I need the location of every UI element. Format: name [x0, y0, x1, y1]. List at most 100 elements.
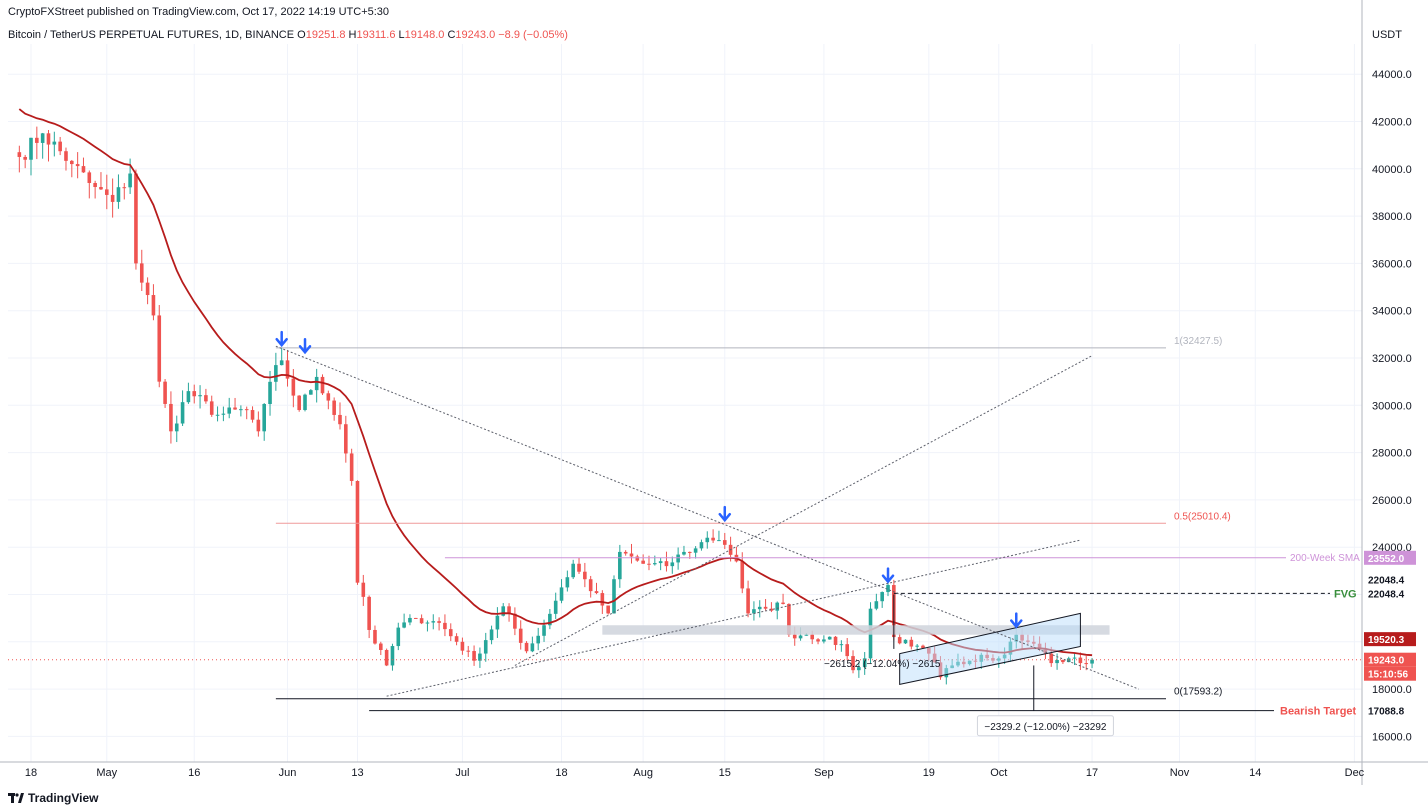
- candle-body[interactable]: [588, 579, 593, 592]
- candle-body[interactable]: [303, 394, 307, 411]
- candle-body[interactable]: [769, 608, 774, 611]
- candle-body[interactable]: [215, 414, 220, 416]
- candle-body[interactable]: [699, 542, 704, 549]
- candle-body[interactable]: [157, 315, 162, 382]
- candle-body[interactable]: [460, 641, 465, 651]
- candle-body[interactable]: [594, 591, 599, 594]
- candle-body[interactable]: [233, 407, 237, 410]
- candle-body[interactable]: [845, 644, 849, 657]
- candle-body[interactable]: [647, 563, 651, 565]
- candle-body[interactable]: [658, 561, 663, 564]
- candle-body[interactable]: [577, 563, 581, 572]
- candle-body[interactable]: [408, 617, 412, 623]
- candle-body[interactable]: [122, 187, 127, 189]
- candle-body[interactable]: [839, 644, 844, 646]
- candle-body[interactable]: [139, 263, 144, 283]
- candle-body[interactable]: [198, 395, 202, 397]
- candle-body[interactable]: [355, 480, 360, 583]
- candle-body[interactable]: [833, 636, 838, 645]
- candle-body[interactable]: [804, 634, 809, 636]
- candle-body[interactable]: [419, 618, 424, 624]
- candle-body[interactable]: [437, 621, 441, 623]
- candle-body[interactable]: [297, 395, 301, 411]
- candle-body[interactable]: [798, 635, 803, 639]
- candle-body[interactable]: [169, 403, 173, 432]
- candle-body[interactable]: [413, 617, 418, 619]
- candle-body[interactable]: [472, 651, 476, 661]
- candle-body[interactable]: [279, 360, 284, 366]
- candle-body[interactable]: [1055, 659, 1059, 664]
- candle-body[interactable]: [763, 606, 768, 609]
- candle-body[interactable]: [781, 602, 785, 604]
- candle-body[interactable]: [443, 622, 447, 630]
- candle-body[interactable]: [612, 579, 616, 614]
- candle-body[interactable]: [880, 592, 884, 602]
- candle-body[interactable]: [367, 596, 371, 630]
- candle-body[interactable]: [513, 613, 517, 629]
- candle-body[interactable]: [559, 587, 564, 601]
- candle-body[interactable]: [402, 622, 406, 628]
- candle-body[interactable]: [653, 563, 657, 565]
- candle-body[interactable]: [1061, 659, 1065, 663]
- candle-body[interactable]: [682, 551, 686, 555]
- candle-body[interactable]: [897, 637, 902, 644]
- candle-body[interactable]: [565, 577, 570, 588]
- candle-body[interactable]: [693, 548, 698, 553]
- candle-body[interactable]: [110, 194, 115, 202]
- candle-body[interactable]: [373, 629, 377, 644]
- candle-body[interactable]: [99, 187, 103, 190]
- candle-body[interactable]: [338, 414, 342, 425]
- candle-body[interactable]: [320, 376, 325, 394]
- candle-body[interactable]: [209, 401, 214, 415]
- candle-body[interactable]: [332, 400, 336, 415]
- candle-body[interactable]: [390, 646, 395, 666]
- candle-body[interactable]: [46, 133, 51, 145]
- candle-body[interactable]: [478, 653, 482, 661]
- candle-body[interactable]: [52, 141, 57, 145]
- candle-body[interactable]: [431, 621, 436, 623]
- candle-body[interactable]: [618, 551, 622, 580]
- candle-body[interactable]: [17, 152, 22, 157]
- candle-body[interactable]: [670, 562, 675, 567]
- candle-body[interactable]: [425, 622, 430, 624]
- candle-body[interactable]: [396, 627, 401, 647]
- candle-body[interactable]: [687, 551, 692, 553]
- candle-body[interactable]: [192, 391, 197, 397]
- candle-body[interactable]: [1066, 658, 1071, 663]
- candle-body[interactable]: [635, 556, 640, 561]
- candle-body[interactable]: [256, 419, 261, 432]
- candle-body[interactable]: [874, 601, 879, 609]
- candle-body[interactable]: [204, 395, 208, 402]
- candle-body[interactable]: [862, 658, 867, 668]
- candle-body[interactable]: [816, 639, 820, 642]
- candle-body[interactable]: [857, 667, 861, 671]
- candle-body[interactable]: [244, 409, 249, 411]
- candle-body[interactable]: [501, 606, 506, 616]
- candle-body[interactable]: [722, 540, 727, 545]
- candle-body[interactable]: [314, 376, 319, 391]
- candle-body[interactable]: [641, 560, 645, 564]
- candle-body[interactable]: [717, 540, 721, 542]
- candle-body[interactable]: [489, 629, 494, 641]
- candle-body[interactable]: [87, 172, 92, 183]
- candle-body[interactable]: [466, 650, 471, 652]
- candle-body[interactable]: [921, 645, 925, 649]
- candle-body[interactable]: [70, 160, 74, 165]
- candle-body[interactable]: [746, 588, 750, 614]
- candle-body[interactable]: [448, 629, 453, 637]
- candle-body[interactable]: [186, 391, 191, 403]
- candle-body[interactable]: [180, 402, 185, 424]
- candle-body[interactable]: [93, 182, 97, 188]
- candle-body[interactable]: [58, 141, 62, 152]
- candle-body[interactable]: [1084, 663, 1089, 665]
- candle-body[interactable]: [174, 423, 179, 432]
- candle-body[interactable]: [29, 137, 33, 160]
- candle-body[interactable]: [326, 393, 331, 401]
- candle-body[interactable]: [787, 603, 791, 635]
- candle-body[interactable]: [344, 424, 348, 454]
- candle-body[interactable]: [915, 645, 919, 647]
- candle-body[interactable]: [75, 164, 80, 167]
- candle-body[interactable]: [151, 295, 156, 316]
- candle-body[interactable]: [384, 649, 389, 666]
- tradingview-logo[interactable]: TradingView: [8, 791, 98, 805]
